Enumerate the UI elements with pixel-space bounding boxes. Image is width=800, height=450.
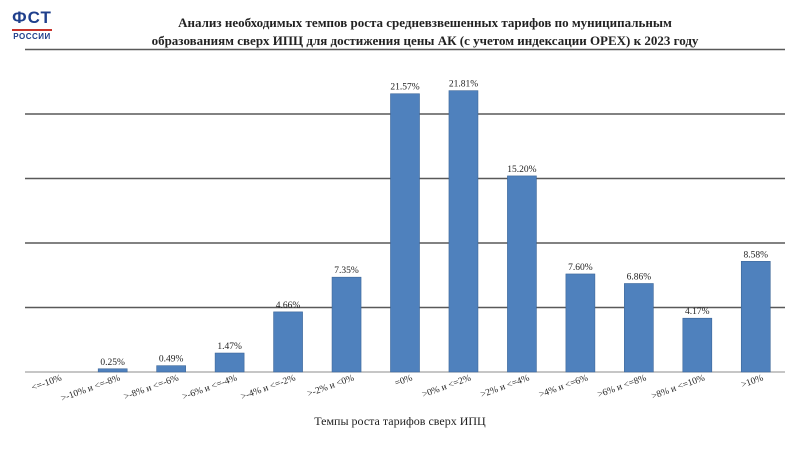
- category-label-6: >-2% и <0%: [306, 373, 356, 399]
- category-label-11: >6% и <=8%: [596, 373, 648, 400]
- category-label-4: >-6% и <=-4%: [181, 373, 239, 402]
- bar-6: [331, 276, 362, 373]
- data-label-4: 1.47%: [217, 342, 242, 352]
- logo-sub-text: РОССИИ: [13, 32, 51, 41]
- bar-4: [214, 352, 245, 373]
- bar-2: [97, 368, 128, 373]
- bar-9: [507, 175, 537, 373]
- data-label-7: 21.57%: [390, 83, 419, 93]
- category-label-12: >8% и <=10%: [650, 373, 706, 402]
- logo-divider: [12, 29, 52, 31]
- category-label-5: >-4% и <=-2%: [240, 373, 298, 402]
- category-label-9: >2% и <=4%: [479, 373, 531, 400]
- bar-5: [273, 311, 303, 373]
- data-label-8: 21.81%: [449, 80, 478, 90]
- category-label-3: >-8% и <=-6%: [123, 373, 181, 402]
- category-label-8: >0% и <=2%: [421, 373, 473, 400]
- data-label-3: 0.49%: [159, 355, 184, 365]
- bar-12: [682, 317, 713, 373]
- data-label-2: 0.25%: [100, 358, 125, 368]
- bar-7: [390, 93, 420, 373]
- category-label-7: =0%: [394, 373, 414, 389]
- category-label-2: >-10% и <=-8%: [60, 373, 122, 404]
- chart-title-line-2: образованиям сверх ИПЦ для достижения це…: [151, 33, 699, 48]
- bar-10: [565, 273, 596, 373]
- x-axis-label: Темпы роста тарифов сверх ИПЦ: [314, 414, 486, 428]
- bar-13: [740, 261, 771, 373]
- category-label-13: >10%: [740, 373, 765, 390]
- data-label-5: 4.66%: [276, 301, 301, 311]
- category-label-10: >4% и <=6%: [538, 373, 590, 400]
- data-label-12: 4.17%: [685, 307, 710, 317]
- data-label-9: 15.20%: [507, 165, 536, 175]
- data-label-13: 8.58%: [743, 250, 768, 260]
- bar-11: [624, 283, 654, 373]
- category-label-1: <=-10%: [30, 373, 63, 393]
- data-label-11: 6.86%: [627, 273, 652, 283]
- fst-russia-logo: ФСТ РОССИИ: [8, 8, 56, 46]
- data-label-6: 7.35%: [334, 266, 359, 276]
- bar-8: [448, 90, 479, 373]
- chart-title-line-1: Анализ необходимых темпов роста средневз…: [178, 15, 672, 30]
- bar-3: [156, 365, 186, 373]
- logo-main-text: ФСТ: [12, 8, 52, 27]
- data-label-10: 7.60%: [568, 263, 593, 273]
- chart-title: Анализ необходимых темпов роста средневз…: [60, 14, 790, 50]
